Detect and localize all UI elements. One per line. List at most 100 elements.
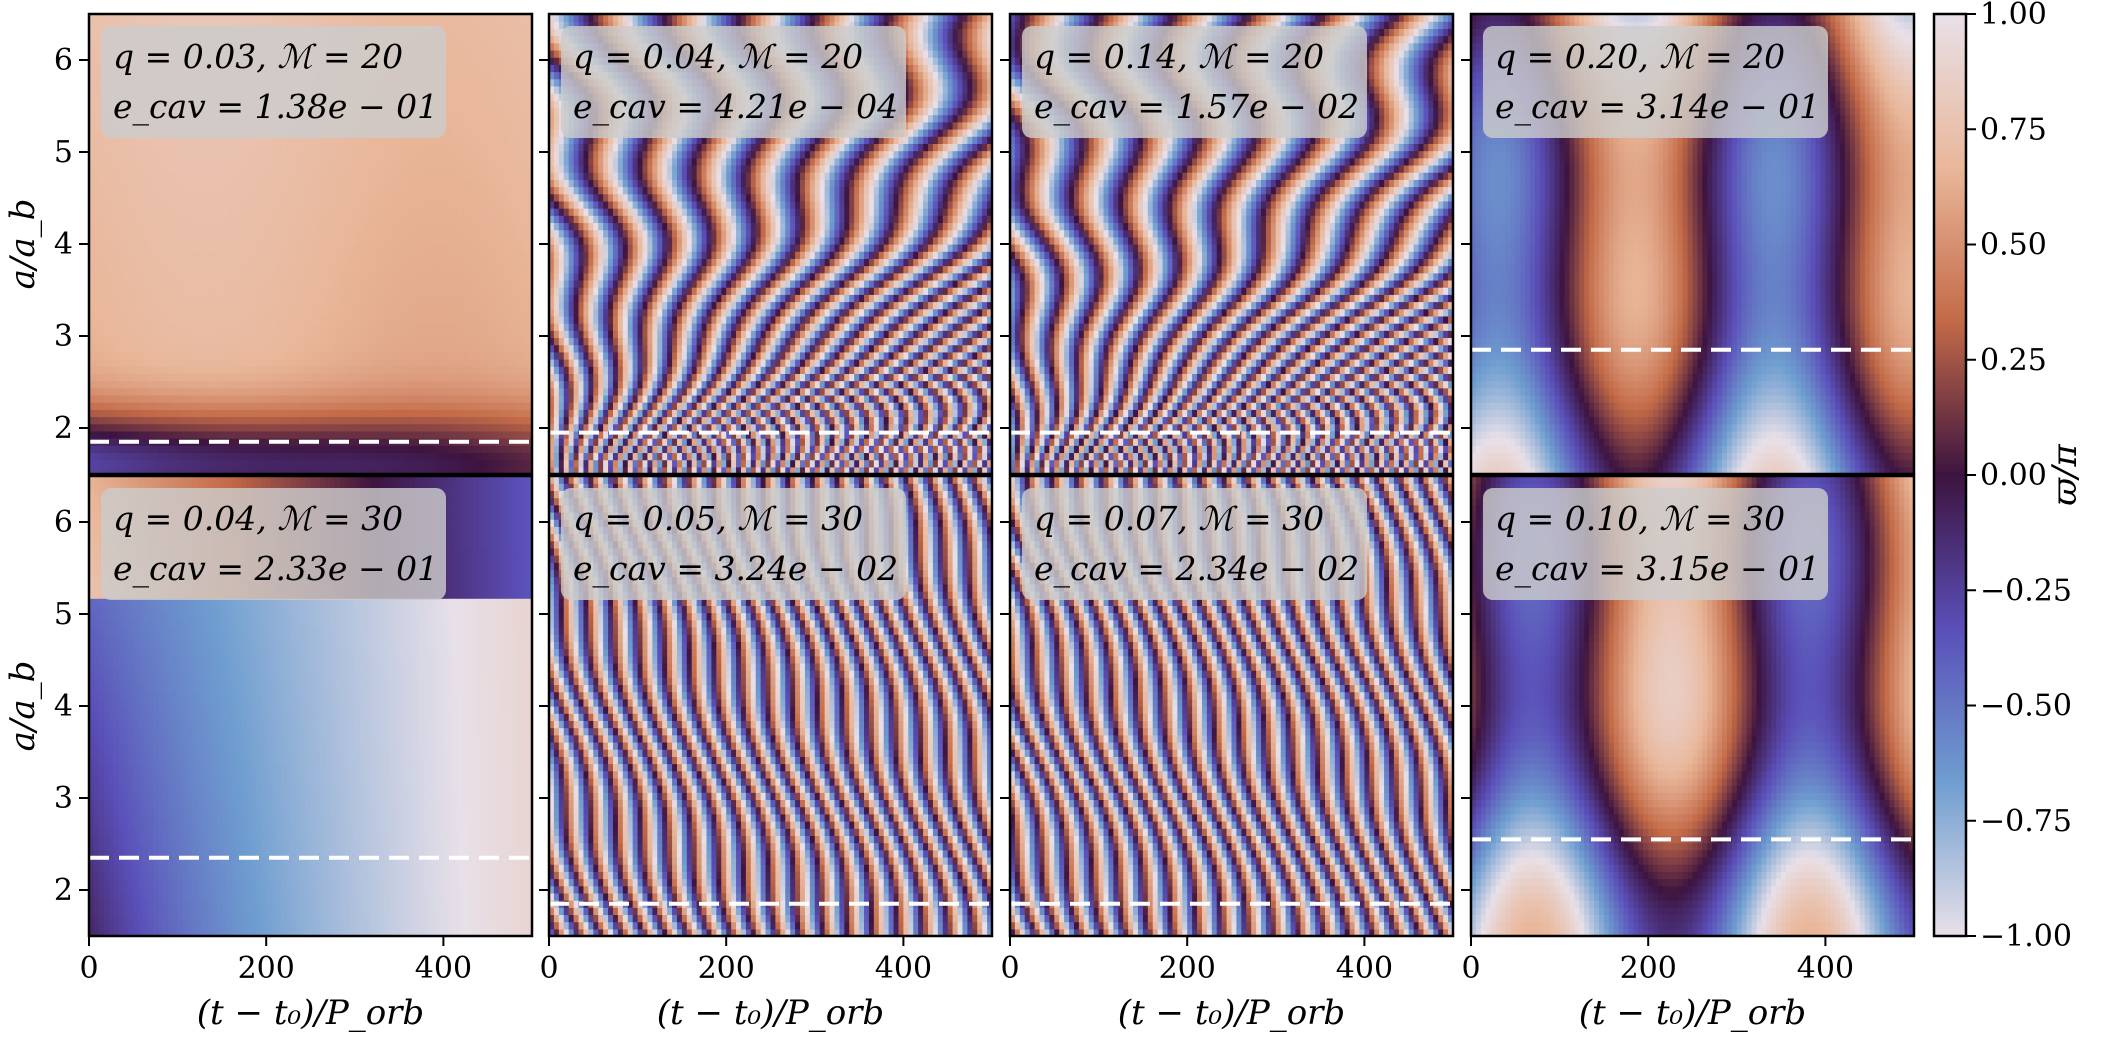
heatmap-cell xyxy=(99,280,105,288)
heatmap-cell xyxy=(109,258,115,266)
heatmap-cell xyxy=(119,345,125,353)
heatmap-cell xyxy=(148,388,154,396)
heatmap-cell xyxy=(119,431,125,439)
heatmap-cell xyxy=(158,187,164,195)
heatmap-cell xyxy=(114,381,120,389)
heatmap-cell xyxy=(138,359,144,367)
heatmap-cell xyxy=(94,388,100,396)
heatmap-cell xyxy=(99,294,105,302)
heatmap-cell xyxy=(128,208,134,216)
heatmap-cell xyxy=(143,373,149,381)
heatmap-cell xyxy=(148,258,154,266)
heatmap-cell xyxy=(109,280,115,288)
heatmap-cell xyxy=(138,294,144,302)
heatmap-cell xyxy=(119,316,125,324)
heatmap-cell xyxy=(99,337,105,345)
heatmap-cell xyxy=(153,273,159,281)
heatmap-cell xyxy=(133,345,139,353)
heatmap-cell xyxy=(119,172,125,180)
heatmap-cell xyxy=(123,187,129,195)
heatmap-cell xyxy=(104,316,110,324)
heatmap-cell xyxy=(119,294,125,302)
heatmap-cell xyxy=(143,395,149,403)
heatmap-cell xyxy=(138,266,144,274)
heatmap-cell xyxy=(123,222,129,230)
heatmap-cell xyxy=(114,402,120,410)
heatmap-cell xyxy=(158,222,164,230)
heatmap-cell xyxy=(123,143,129,151)
heatmap-cell xyxy=(94,107,100,115)
heatmap-cell xyxy=(138,251,144,259)
heatmap-cell xyxy=(94,323,100,331)
heatmap-cell xyxy=(109,417,115,425)
heatmap-cell xyxy=(133,294,139,302)
heatmap-cell xyxy=(138,438,144,446)
heatmap-cell xyxy=(133,337,139,345)
heatmap-cell xyxy=(94,258,100,266)
heatmap-cell xyxy=(99,388,105,396)
heatmap-cell xyxy=(138,352,144,360)
heatmap-cell xyxy=(133,237,139,245)
heatmap-cell xyxy=(94,316,100,324)
heatmap-cell xyxy=(153,330,159,338)
heatmap-cell xyxy=(109,244,115,252)
heatmap-cell xyxy=(133,230,139,238)
heatmap-cell xyxy=(119,222,125,230)
heatmap-cell xyxy=(109,337,115,345)
heatmap-cell xyxy=(94,417,100,425)
heatmap-cell xyxy=(99,222,105,230)
heatmap-cell xyxy=(123,460,129,468)
heatmap-cell xyxy=(148,445,154,453)
heatmap-cell xyxy=(153,258,159,266)
heatmap-cell xyxy=(133,158,139,166)
heatmap-cell xyxy=(94,215,100,223)
heatmap-cell xyxy=(158,280,164,288)
heatmap-cell xyxy=(94,424,100,432)
heatmap-cell xyxy=(119,143,125,151)
heatmap-cell xyxy=(119,230,125,238)
heatmap-cell xyxy=(148,366,154,374)
heatmap-cell xyxy=(114,143,120,151)
heatmap-cell xyxy=(109,366,115,374)
heatmap-cell xyxy=(94,337,100,345)
heatmap-cell xyxy=(114,431,120,439)
heatmap-cell xyxy=(109,222,115,230)
heatmap-cell xyxy=(158,395,164,403)
heatmap-cell xyxy=(99,230,105,238)
heatmap-cell xyxy=(148,143,154,151)
heatmap-cell xyxy=(158,258,164,266)
heatmap-cell xyxy=(128,222,134,230)
heatmap-cell xyxy=(133,445,139,453)
heatmap-cell xyxy=(128,287,134,295)
heatmap-cell xyxy=(143,330,149,338)
heatmap-cell xyxy=(148,273,154,281)
heatmap-cell xyxy=(109,215,115,223)
heatmap-cell xyxy=(99,151,105,159)
heatmap-cell xyxy=(94,158,100,166)
heatmap-cell xyxy=(123,251,129,259)
heatmap-cell xyxy=(104,373,110,381)
heatmap-cell xyxy=(94,21,100,29)
heatmap-cell xyxy=(148,431,154,439)
heatmap-cell xyxy=(148,251,154,259)
heatmap-cell xyxy=(148,302,154,310)
heatmap-cell xyxy=(114,352,120,360)
heatmap-cell xyxy=(158,424,164,432)
heatmap-cell xyxy=(123,158,129,166)
heatmap-cell xyxy=(128,302,134,310)
heatmap-cell xyxy=(114,323,120,331)
heatmap-cell xyxy=(138,309,144,317)
heatmap-cell xyxy=(128,359,134,367)
heatmap-cell xyxy=(109,208,115,216)
heatmap-cell xyxy=(138,330,144,338)
heatmap-cell xyxy=(123,165,129,173)
heatmap-cell xyxy=(143,417,149,425)
heatmap-cell xyxy=(148,359,154,367)
heatmap-cell xyxy=(153,352,159,360)
heatmap-cell xyxy=(94,179,100,187)
heatmap-cell xyxy=(114,251,120,259)
heatmap-cell xyxy=(99,208,105,216)
heatmap-cell xyxy=(104,194,110,202)
heatmap-cell xyxy=(138,460,144,468)
heatmap-cell xyxy=(153,237,159,245)
